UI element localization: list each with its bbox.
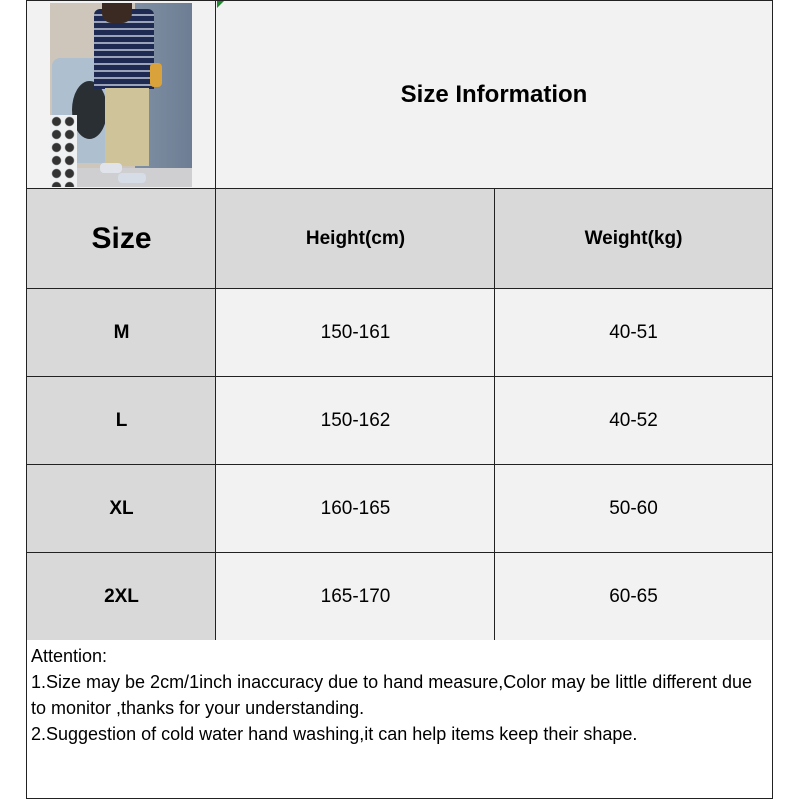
height-value: 150-161 <box>320 322 391 343</box>
title-cell: Size Information <box>215 0 773 190</box>
comment-marker-icon <box>217 1 224 8</box>
notes-line-2: 2.Suggestion of cold water hand washing,… <box>31 724 638 744</box>
header-size: Size <box>26 188 217 290</box>
size-value: 2XL <box>104 586 139 607</box>
table-cell-size: 2XL <box>26 552 217 642</box>
notes-line-1: 1.Size may be 2cm/1inch inaccuracy due t… <box>31 672 753 718</box>
weight-value: 50-60 <box>609 498 658 519</box>
table-cell-height: 165-170 <box>215 552 496 642</box>
size-value: XL <box>109 498 134 519</box>
table-cell-height: 160-165 <box>215 464 496 554</box>
header-size-label: Size <box>91 222 152 255</box>
attention-notes: Attention: 1.Size may be 2cm/1inch inacc… <box>26 640 773 799</box>
notes-heading: Attention: <box>31 646 108 666</box>
table-cell-weight: 60-65 <box>494 552 773 642</box>
product-photo <box>50 3 192 187</box>
size-value: M <box>113 322 130 343</box>
header-height: Height(cm) <box>215 188 496 290</box>
table-cell-weight: 40-51 <box>494 288 773 378</box>
table-cell-weight: 40-52 <box>494 376 773 466</box>
table-cell-size: M <box>26 288 217 378</box>
header-weight: Weight(kg) <box>494 188 773 290</box>
header-weight-label: Weight(kg) <box>584 228 683 249</box>
height-value: 150-162 <box>320 410 391 431</box>
table-cell-height: 150-162 <box>215 376 496 466</box>
size-value: L <box>115 410 128 431</box>
page-title: Size Information <box>400 81 588 108</box>
height-value: 160-165 <box>320 498 391 519</box>
table-cell-height: 150-161 <box>215 288 496 378</box>
weight-value: 40-51 <box>609 322 658 343</box>
header-height-label: Height(cm) <box>305 228 406 249</box>
table-cell-size: XL <box>26 464 217 554</box>
height-value: 165-170 <box>320 586 391 607</box>
weight-value: 40-52 <box>609 410 658 431</box>
table-cell-size: L <box>26 376 217 466</box>
weight-value: 60-65 <box>609 586 658 607</box>
table-cell-weight: 50-60 <box>494 464 773 554</box>
